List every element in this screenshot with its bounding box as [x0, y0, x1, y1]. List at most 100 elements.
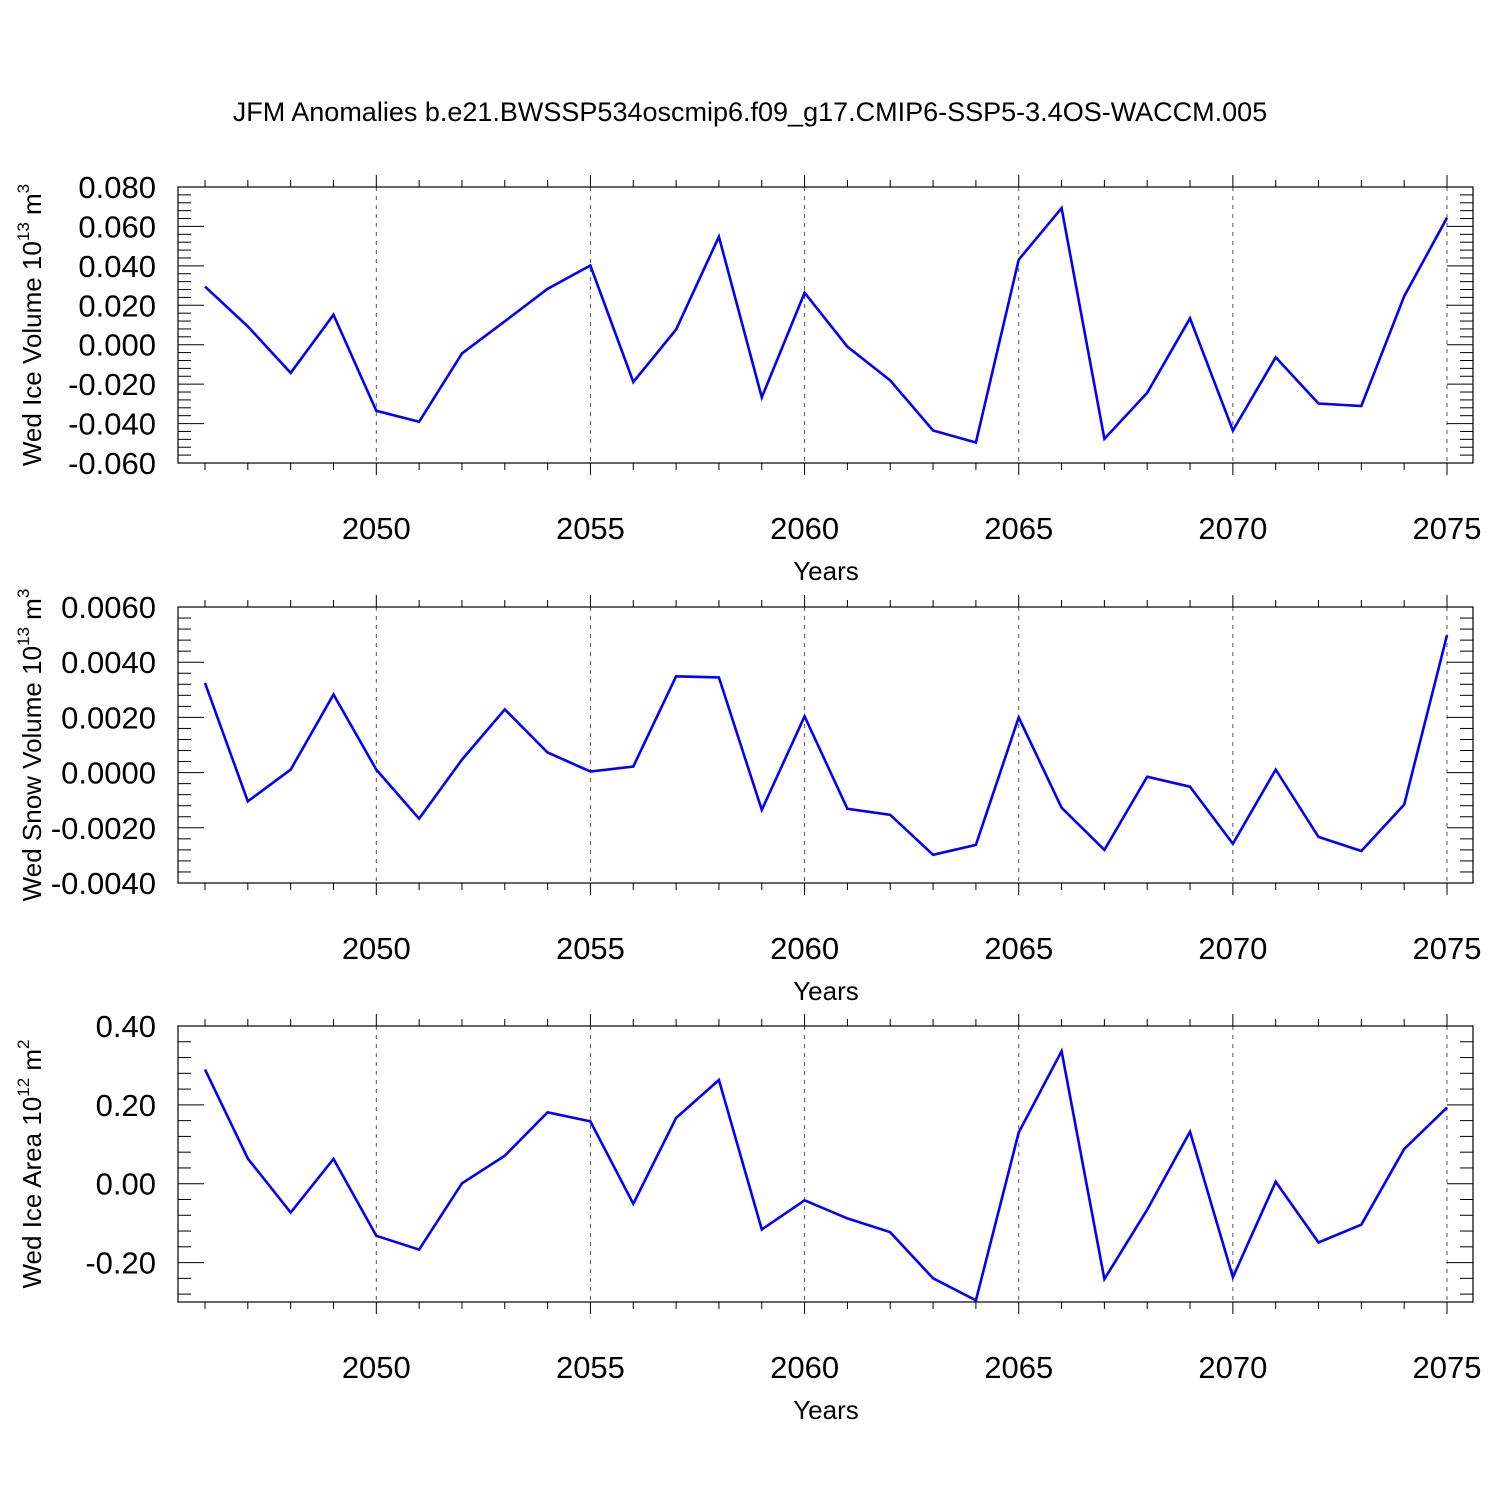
data-point [1360, 1224, 1362, 1226]
y-tick-label: -0.060 [68, 446, 156, 481]
data-point [1317, 1241, 1319, 1243]
data-point [932, 429, 934, 431]
panel-3: -0.20 0.00 0.20 0.40 2050 2055 2060 2065 2070 207… [14, 1009, 1481, 1425]
data-point [1103, 1278, 1105, 1280]
data-point [589, 770, 591, 772]
y-tick-label: 0.40 [96, 1009, 156, 1044]
data-point [1274, 768, 1276, 770]
data-point [1103, 438, 1105, 440]
data-point [675, 328, 677, 330]
data-point [1018, 1131, 1020, 1133]
data-point [675, 1117, 677, 1119]
data-point [632, 1203, 634, 1205]
data-point [375, 410, 377, 412]
data-point [1146, 392, 1148, 394]
data-point [1446, 217, 1448, 219]
data-point [589, 264, 591, 266]
data-point [1060, 207, 1062, 209]
data-point [975, 1299, 977, 1301]
data-point [803, 1199, 805, 1201]
data-point [1360, 405, 1362, 407]
x-tick-label: 2075 [1413, 511, 1482, 546]
data-point [1232, 429, 1234, 431]
data-point [289, 768, 291, 770]
data-point [803, 291, 805, 293]
data-point [889, 1231, 891, 1233]
data-point [846, 1217, 848, 1219]
data-point [803, 715, 805, 717]
data-point [761, 1228, 763, 1230]
y-axis-label: Wed Ice Volume 1013 m3 [14, 184, 47, 466]
data-point [504, 1155, 506, 1157]
x-tick-label: 2055 [556, 511, 625, 546]
data-point [375, 1235, 377, 1237]
y-tick-label: 0.0000 [61, 756, 156, 791]
data-point [289, 372, 291, 374]
x-tick-label: 2050 [342, 1350, 411, 1385]
data-point [1189, 785, 1191, 787]
x-tick-label: 2050 [342, 511, 411, 546]
x-axis-label: Years [793, 556, 859, 586]
data-point [204, 285, 206, 287]
data-point [289, 1211, 291, 1213]
x-tick-label: 2055 [556, 1350, 625, 1385]
x-tick-label: 2070 [1198, 931, 1267, 966]
data-point [975, 844, 977, 846]
data-point [1274, 356, 1276, 358]
y-tick-label: -0.040 [68, 407, 156, 442]
data-point [1403, 803, 1405, 805]
data-point [1018, 716, 1020, 718]
x-tick-label: 2065 [984, 931, 1053, 966]
data-point [375, 768, 377, 770]
data-point [1060, 806, 1062, 808]
y-axis-label: Wed Snow Volume 1013 m3 [14, 589, 47, 902]
x-axis-label: Years [793, 976, 859, 1006]
series-line [204, 205, 1449, 445]
data-point [418, 817, 420, 819]
x-tick-label: 2065 [984, 511, 1053, 546]
data-point [675, 675, 677, 677]
data-point [1146, 776, 1148, 778]
y-tick-label: 0.000 [78, 328, 156, 363]
data-point [632, 381, 634, 383]
x-tick-label: 2070 [1198, 511, 1267, 546]
y-tick-label: -0.20 [85, 1246, 156, 1281]
data-point [1446, 634, 1448, 636]
series-line [203, 634, 1449, 857]
y-axis-label: Wed Ice Area 1012 m2 [14, 1039, 47, 1288]
panel-1: -0.060 -0.040 -0.020 0.000 0.020 0.040 0.060 0.… [14, 170, 1481, 586]
plot-frame [177, 186, 1474, 464]
data-point [1103, 849, 1105, 851]
panel-2: -0.0040 -0.0020 0.0000 0.0020 0.0040 0.0060 20… [14, 589, 1481, 1006]
data-point [1274, 1181, 1276, 1183]
x-tick-label: 2075 [1413, 1350, 1482, 1385]
y-tick-label: -0.0040 [51, 866, 156, 901]
data-point [546, 1111, 548, 1113]
data-point [247, 1157, 249, 1159]
data-point [632, 765, 634, 767]
data-point [1317, 402, 1319, 404]
chart-title: JFM Anomalies b.e21.BWSSP534oscmip6.f09_… [232, 97, 1268, 127]
data-point [332, 693, 334, 695]
y-tick-label: 0.060 [78, 209, 156, 244]
series-line [203, 1047, 1448, 1303]
data-point [1403, 1148, 1405, 1150]
x-tick-label: 2070 [1198, 1350, 1267, 1385]
data-point [204, 1068, 206, 1070]
data-point [1403, 295, 1405, 297]
y-tick-label: 0.020 [78, 288, 156, 323]
data-point [761, 809, 763, 811]
data-point [932, 854, 934, 856]
data-point [247, 800, 249, 802]
y-tick-label: 0.0040 [61, 645, 156, 680]
data-point [718, 1079, 720, 1081]
data-point [1232, 843, 1234, 845]
y-tick-label: 0.0020 [61, 700, 156, 735]
data-point [932, 1277, 934, 1279]
x-tick-label: 2060 [770, 1350, 839, 1385]
data-point [975, 441, 977, 443]
data-point [1317, 836, 1319, 838]
data-point [889, 379, 891, 381]
data-point [332, 1158, 334, 1160]
